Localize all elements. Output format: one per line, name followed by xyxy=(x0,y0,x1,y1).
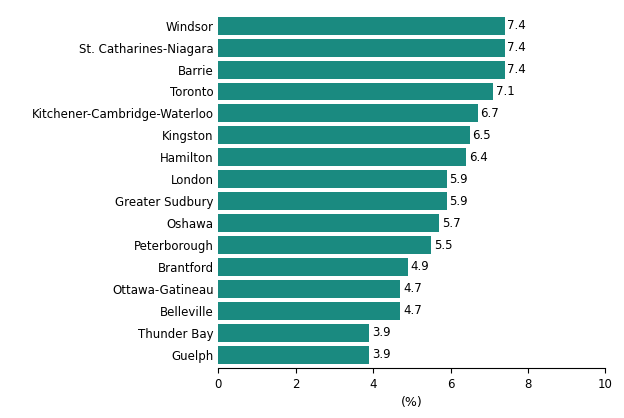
Bar xyxy=(218,346,369,364)
Text: 4.7: 4.7 xyxy=(403,283,422,296)
Text: 7.4: 7.4 xyxy=(507,63,526,76)
Text: 5.9: 5.9 xyxy=(449,195,468,208)
Text: 6.5: 6.5 xyxy=(472,129,491,142)
Bar xyxy=(218,170,447,188)
Bar xyxy=(218,38,505,56)
Bar xyxy=(218,258,408,276)
Text: 5.7: 5.7 xyxy=(442,217,461,229)
Text: 5.9: 5.9 xyxy=(449,173,468,186)
Text: 7.1: 7.1 xyxy=(496,85,515,98)
Text: 7.4: 7.4 xyxy=(507,41,526,54)
Bar xyxy=(218,104,477,122)
Bar xyxy=(218,17,505,35)
Text: 3.9: 3.9 xyxy=(372,326,391,339)
Text: 6.7: 6.7 xyxy=(480,107,499,120)
Bar xyxy=(218,214,439,232)
Bar xyxy=(218,302,400,320)
Text: 7.4: 7.4 xyxy=(507,19,526,32)
Text: 5.5: 5.5 xyxy=(434,239,452,252)
Text: 3.9: 3.9 xyxy=(372,348,391,361)
Bar xyxy=(218,236,431,254)
Bar xyxy=(218,82,493,100)
Bar xyxy=(218,61,505,79)
Bar xyxy=(218,280,400,298)
Bar xyxy=(218,192,447,210)
Text: 6.4: 6.4 xyxy=(469,151,487,164)
Bar xyxy=(218,126,470,144)
Text: 4.9: 4.9 xyxy=(411,260,429,273)
Bar xyxy=(218,324,369,342)
Text: 4.7: 4.7 xyxy=(403,304,422,317)
X-axis label: (%): (%) xyxy=(401,396,422,409)
Bar xyxy=(218,148,466,166)
